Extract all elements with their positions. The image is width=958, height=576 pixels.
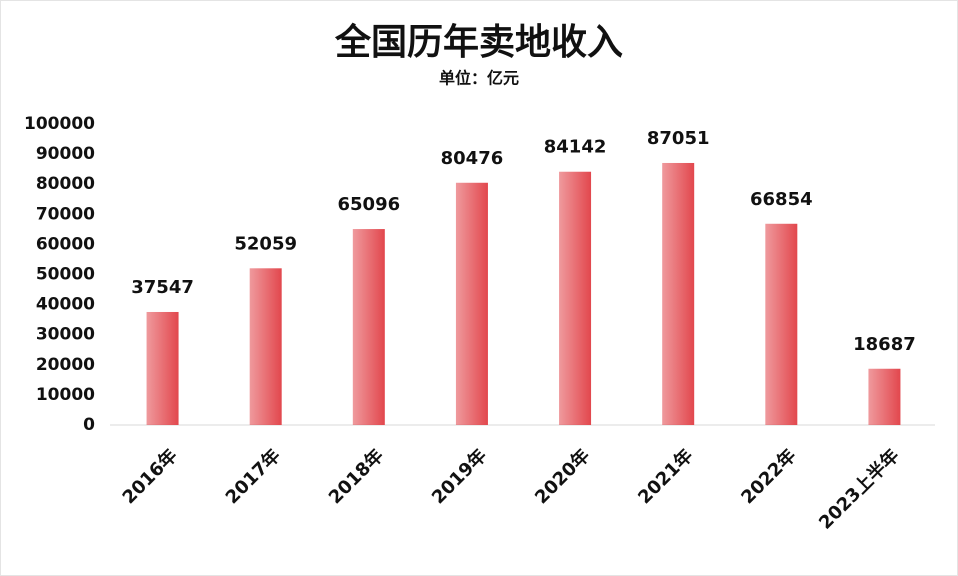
y-tick-label: 70000 (36, 204, 95, 224)
bar (146, 311, 179, 425)
bar (455, 182, 488, 425)
value-label: 84142 (544, 137, 607, 158)
bar (868, 368, 901, 425)
bar (352, 229, 385, 425)
y-tick-label: 90000 (36, 144, 95, 164)
y-tick-label: 30000 (36, 325, 95, 345)
value-label: 65096 (338, 194, 401, 215)
y-tick-label: 100000 (24, 114, 95, 134)
value-label: 52059 (234, 233, 297, 254)
y-tick-label: 60000 (36, 234, 95, 254)
y-tick-label: 0 (83, 415, 95, 435)
y-tick-label: 20000 (36, 355, 95, 375)
chart-subtitle: 单位：亿元 (439, 69, 519, 88)
bar (765, 223, 798, 425)
value-label: 66854 (750, 189, 813, 210)
value-label: 37547 (131, 277, 194, 298)
y-tick-label: 80000 (36, 174, 95, 194)
value-label: 80476 (441, 148, 504, 169)
y-tick-label: 10000 (36, 385, 95, 405)
y-tick-label: 40000 (36, 295, 95, 315)
value-label: 18687 (853, 334, 916, 355)
y-tick-label: 50000 (36, 265, 95, 285)
bar (249, 268, 282, 425)
value-label: 87051 (647, 128, 710, 149)
chart-title: 全国历年卖地收入 (334, 21, 623, 63)
bar (662, 162, 695, 425)
bar (559, 171, 592, 425)
